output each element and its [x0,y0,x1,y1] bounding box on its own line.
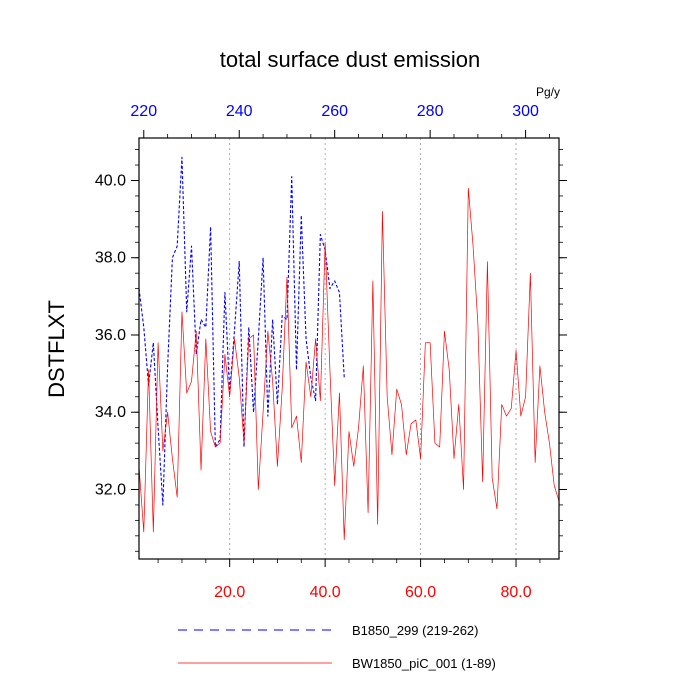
x-bottom-tick-label: 40.0 [310,584,341,601]
x-top-tick-label: 280 [417,103,444,120]
top-axis-unit: Pg/y [536,85,560,99]
axis-ticks: 32.0 34.0 36.0 38.0 40.0 20.0 40.0 60.0 80.0 220 2… [95,103,567,601]
plot-frame [138,137,560,560]
grid-lines [229,138,517,559]
y-tick-label: 38.0 [95,250,126,267]
chart-title: total surface dust emission [220,47,480,72]
y-tick-label: 32.0 [95,481,126,498]
x-top-tick-label: 240 [226,103,253,120]
legend: B1850_299 (219-262) BW1850_piC_001 (1-89) [178,623,496,671]
x-bottom-tick-label: 60.0 [405,584,436,601]
y-tick-label: 40.0 [95,172,126,189]
series-line-1 [138,156,345,506]
series-lines [138,156,560,541]
y-axis-label: DSTFLXT [44,300,69,398]
y-tick-label: 36.0 [95,327,126,344]
x-top-tick-label: 220 [130,103,157,120]
legend-label-2: BW1850_piC_001 (1-89) [352,656,496,671]
y-tick-label: 34.0 [95,404,126,421]
x-bottom-tick-label: 80.0 [500,584,531,601]
x-top-tick-label: 260 [321,103,348,120]
series-line-2 [138,187,560,541]
legend-label-1: B1850_299 (219-262) [352,623,479,638]
x-top-tick-label: 300 [512,103,539,120]
x-bottom-tick-label: 20.0 [214,584,245,601]
